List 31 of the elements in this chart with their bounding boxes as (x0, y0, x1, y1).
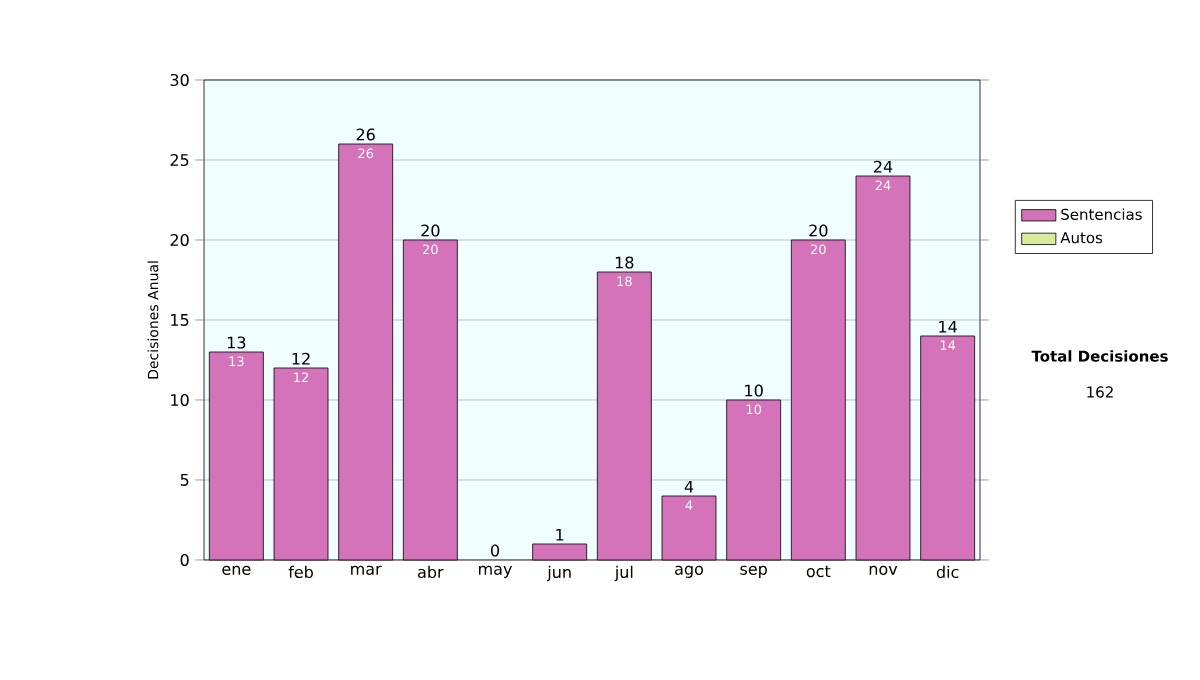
x-tick-label: feb (288, 565, 313, 579)
x-tick-label: jun (547, 565, 571, 582)
x-tick-label: mar (351, 565, 382, 575)
x-tick-label: nov (869, 565, 898, 575)
total-label: 10 (745, 384, 763, 397)
y-tick-label: 5 (180, 474, 189, 486)
y-tick-label: 30 (170, 73, 189, 87)
total-label: 26 (356, 128, 375, 141)
y-tick-label: 10 (171, 393, 189, 407)
y-tick-label: 25 (170, 153, 189, 167)
total-label: 13 (227, 336, 246, 349)
total-label: 18 (615, 256, 634, 269)
total-label: 20 (421, 224, 440, 237)
x-tick-label: ene (222, 565, 251, 575)
y-tick-label: 20 (170, 233, 189, 247)
x-tick-label: ago (675, 565, 703, 578)
x-tick-label: may (479, 565, 512, 578)
total-label: 20 (809, 224, 828, 237)
x-tick-label: dic (936, 565, 959, 579)
x-tick-label: oct (806, 565, 831, 578)
y-tick-label: 0 (180, 553, 189, 567)
total-label: 24 (873, 160, 893, 173)
x-tick-label: jul (614, 565, 633, 582)
total-label: 1 (556, 528, 564, 541)
total-label: 4 (684, 480, 694, 493)
total-label: 14 (939, 320, 957, 333)
x-tick-label: sep (740, 565, 767, 578)
total-label: 12 (292, 352, 310, 365)
y-tick-label: 15 (171, 314, 189, 326)
x-tick-label: abr (418, 565, 444, 579)
total-label: 0 (490, 544, 500, 557)
